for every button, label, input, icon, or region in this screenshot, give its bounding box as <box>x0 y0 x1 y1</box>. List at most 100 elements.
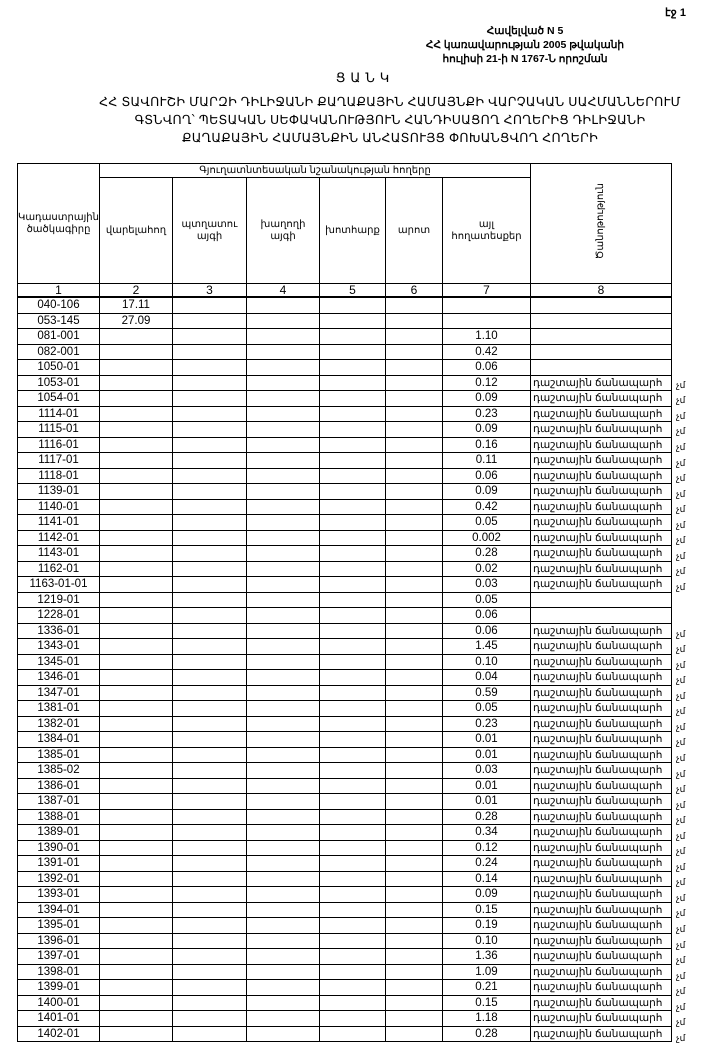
other-land-cell: 0.59 <box>442 684 531 701</box>
other-land-cell: 0.15 <box>442 901 531 918</box>
table-row: 1336-01 0.06 դաշտային ճանապարհ <box>17 622 672 639</box>
hayfield-cell <box>319 545 386 562</box>
hayfield-cell <box>319 343 386 360</box>
pasture-cell <box>385 328 443 345</box>
arable-cell <box>99 390 173 407</box>
table-row: 1116-01 0.16 դաշտային ճանապարհ <box>17 436 672 453</box>
cadastral-code-cell: 1381-01 <box>17 700 100 717</box>
orchard-cell <box>172 731 247 748</box>
other-land-cell: 0.01 <box>442 793 531 810</box>
column-number: 8 <box>530 283 672 298</box>
truncated-note-mark: չմ <box>676 768 686 779</box>
arable-cell <box>99 855 173 872</box>
other-land-cell: 0.03 <box>442 576 531 593</box>
cadastral-code-cell: 1388-01 <box>17 808 100 825</box>
cadastral-code-cell: 1141-01 <box>17 514 100 531</box>
hayfield-cell <box>319 979 386 996</box>
orchard-cell <box>172 545 247 562</box>
pasture-cell <box>385 963 443 980</box>
truncated-note-mark: չմ <box>676 550 686 561</box>
orchard-cell <box>172 436 247 453</box>
table-row: 1385-02 0.03 դաշտային ճանապարհ <box>17 762 672 779</box>
other-land-cell: 0.05 <box>442 514 531 531</box>
cadastral-code-cell: 1387-01 <box>17 793 100 810</box>
pasture-cell <box>385 700 443 717</box>
orchard-cell <box>172 824 247 841</box>
orchard-cell <box>172 359 247 376</box>
table-row: 1389-01 0.34 դաշտային ճանապարհ <box>17 824 672 841</box>
other-land-cell: 0.21 <box>442 979 531 996</box>
truncated-note-mark: չմ <box>676 379 686 390</box>
table-row: 1398-01 1.09 դաշտային ճանապարհ <box>17 963 672 980</box>
annex-line-1: Հավելված N 5 <box>486 25 564 37</box>
pasture-cell <box>385 917 443 934</box>
arable-cell <box>99 839 173 856</box>
note-cell: դաշտային ճանապարհ <box>530 808 672 825</box>
truncated-note-mark: չմ <box>676 535 686 546</box>
vineyard-cell <box>246 684 320 701</box>
table-row: 1391-01 0.24 դաշտային ճանապարհ <box>17 855 672 872</box>
header-other-land: այլ հողատեսքեր <box>442 177 531 284</box>
arable-cell <box>99 421 173 438</box>
arable-cell <box>99 901 173 918</box>
pasture-cell <box>385 994 443 1011</box>
hayfield-cell <box>319 607 386 624</box>
truncated-note-mark: չմ <box>676 426 686 437</box>
other-land-cell: 0.03 <box>442 762 531 779</box>
vineyard-cell <box>246 808 320 825</box>
other-land-cell: 1.36 <box>442 948 531 965</box>
table-row: 1118-01 0.06 դաշտային ճանապարհ <box>17 467 672 484</box>
pasture-cell <box>385 870 443 887</box>
truncated-note-mark: չմ <box>676 1017 686 1028</box>
vineyard-cell <box>246 824 320 841</box>
hayfield-cell <box>319 483 386 500</box>
header-vineyard: խաղողի այգի <box>246 177 320 284</box>
vineyard-cell <box>246 622 320 639</box>
other-land-cell: 0.23 <box>442 715 531 732</box>
table-row: 1400-01 0.15 դաշտային ճանապարհ <box>17 994 672 1011</box>
table-row: 1141-01 0.05 դաշտային ճանապարհ <box>17 514 672 531</box>
arable-cell <box>99 684 173 701</box>
cadastral-code-cell: 1347-01 <box>17 684 100 701</box>
orchard-cell <box>172 793 247 810</box>
truncated-note-mark: չմ <box>676 986 686 997</box>
note-cell: դաշտային ճանապարհ <box>530 901 672 918</box>
cadastral-code-cell: 1393-01 <box>17 886 100 903</box>
truncated-note-mark: չմ <box>676 784 686 795</box>
arable-cell <box>99 963 173 980</box>
cadastral-code-cell: 1401-01 <box>17 1010 100 1027</box>
arable-cell <box>99 762 173 779</box>
note-cell: դաշտային ճանապարհ <box>530 762 672 779</box>
other-land-cell: 0.28 <box>442 545 531 562</box>
other-land-cell: 0.15 <box>442 994 531 1011</box>
vineyard-cell <box>246 638 320 655</box>
vineyard-cell <box>246 467 320 484</box>
hayfield-cell <box>319 576 386 593</box>
cadastral-code-cell: 1386-01 <box>17 777 100 794</box>
arable-cell <box>99 870 173 887</box>
note-cell: դաշտային ճանապարհ <box>530 405 672 422</box>
arable-cell <box>99 669 173 686</box>
other-land-cell: 0.28 <box>442 1025 531 1042</box>
note-cell: դաշտային ճանապարհ <box>530 514 672 531</box>
note-cell: դաշտային ճանապարհ <box>530 653 672 670</box>
pasture-cell <box>385 576 443 593</box>
arable-cell <box>99 1010 173 1027</box>
main-title-line-2: ԳՏՆՎՈՂ՝ ՊԵՏԱԿԱՆ ՍԵՓԱԿԱՆՈՒԹՅՈՒՆ ՀԱՆԴԻՍԱՑՈ… <box>134 113 646 127</box>
other-land-cell: 0.09 <box>442 421 531 438</box>
orchard-cell <box>172 483 247 500</box>
arable-cell <box>99 328 173 345</box>
cadastral-code-cell: 1117-01 <box>17 452 100 469</box>
arable-cell <box>99 994 173 1011</box>
cadastral-code-cell: 1115-01 <box>17 421 100 438</box>
vineyard-cell <box>246 328 320 345</box>
main-title: ՀՀ ՏԱՎՈՒՇԻ ՄԱՐԶԻ ԴԻԼԻՋԱՆԻ ՔԱՂԱՔԱՅԻՆ ՀԱՄԱ… <box>90 93 690 147</box>
other-land-cell: 0.12 <box>442 839 531 856</box>
truncated-note-mark: չմ <box>676 504 686 515</box>
hayfield-cell <box>319 1025 386 1042</box>
orchard-cell <box>172 622 247 639</box>
orchard-cell <box>172 886 247 903</box>
header-orchard: պտղատու այգի <box>172 177 247 284</box>
pasture-cell <box>385 901 443 918</box>
